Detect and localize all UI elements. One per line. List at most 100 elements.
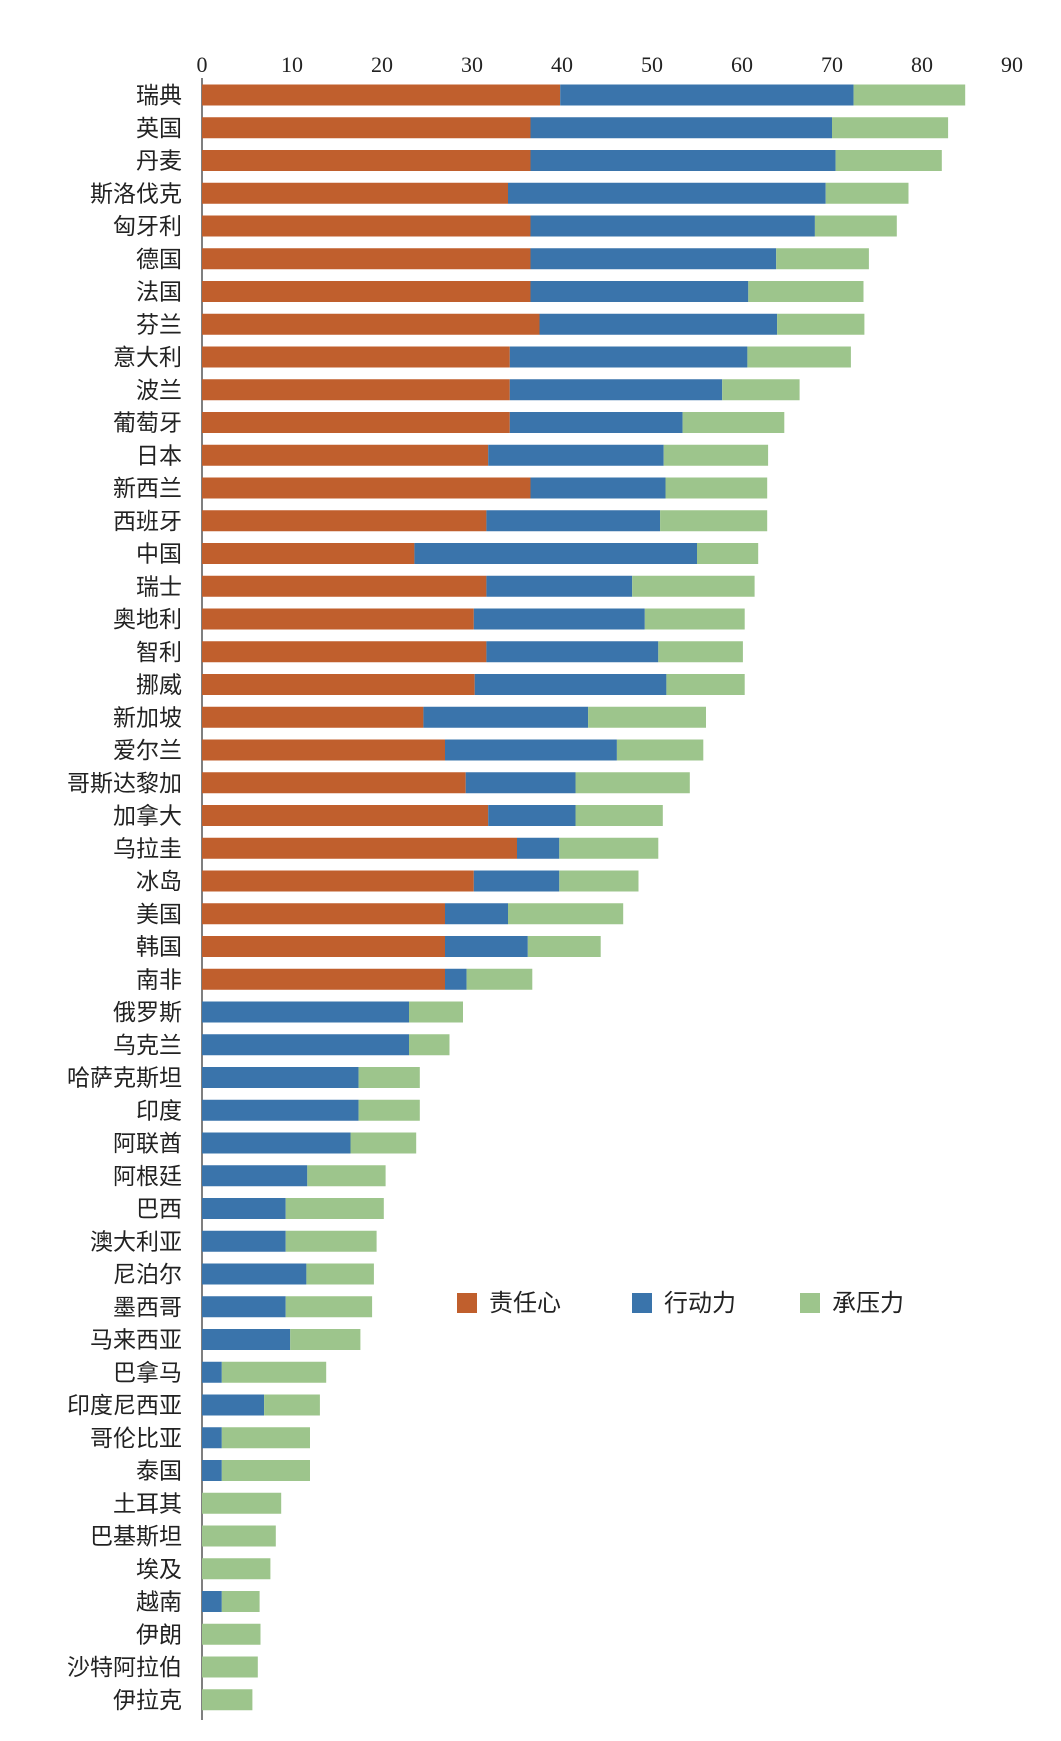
bar-segment-2 xyxy=(202,1689,253,1711)
legend-label: 责任心 xyxy=(489,1289,561,1317)
bar-segment-1 xyxy=(560,84,854,106)
category-label: 阿联酋 xyxy=(113,1131,182,1157)
bar-segment-2 xyxy=(508,903,624,925)
bar-segment-0 xyxy=(202,346,510,368)
bar-segment-2 xyxy=(409,1001,463,1023)
bar-segment-1 xyxy=(202,1198,286,1219)
bar-segment-0 xyxy=(202,84,561,106)
category-label: 韩国 xyxy=(136,935,182,961)
bar-segment-2 xyxy=(666,674,745,695)
bar-segment-2 xyxy=(747,346,851,368)
bar-segment-1 xyxy=(202,1165,308,1187)
bar-segment-1 xyxy=(486,575,633,597)
bar-segment-1 xyxy=(202,1296,286,1318)
bar-segment-0 xyxy=(202,182,508,204)
category-label: 斯洛伐克 xyxy=(90,181,182,207)
bar-segment-2 xyxy=(632,575,755,597)
legend-swatch xyxy=(457,1293,477,1313)
category-label: 泰国 xyxy=(136,1459,182,1485)
bar-segment-2 xyxy=(307,1165,386,1187)
bar-segment-0 xyxy=(202,837,517,859)
bar-segment-1 xyxy=(509,379,723,401)
bar-segment-2 xyxy=(221,1460,310,1481)
bar-segment-0 xyxy=(202,772,466,794)
x-tick-label: 30 xyxy=(461,52,483,77)
bar-segment-1 xyxy=(517,837,560,859)
bar-segment-1 xyxy=(202,1034,409,1056)
bar-segment-0 xyxy=(202,150,531,171)
bar-segment-0 xyxy=(202,444,489,466)
bar-segment-0 xyxy=(202,739,445,761)
bar-segment-1 xyxy=(202,1263,307,1285)
bar-segment-2 xyxy=(221,1591,260,1612)
category-label: 奥地利 xyxy=(113,607,182,633)
category-label: 日本 xyxy=(136,443,182,469)
bar-segment-1 xyxy=(530,215,815,237)
bar-segment-1 xyxy=(473,608,645,630)
category-label: 埃及 xyxy=(136,1557,182,1583)
bar-segment-1 xyxy=(530,150,836,171)
bar-segment-2 xyxy=(202,1492,282,1514)
bar-segment-0 xyxy=(202,543,415,564)
category-label: 巴西 xyxy=(136,1197,182,1223)
x-tick-label: 20 xyxy=(371,52,393,77)
bar-segment-2 xyxy=(616,739,704,761)
legend-swatch xyxy=(632,1293,652,1313)
bar-segment-1 xyxy=(202,1132,351,1154)
bar-segment-1 xyxy=(486,641,659,663)
bar-segment-1 xyxy=(509,346,748,368)
category-label: 智利 xyxy=(136,640,182,666)
bar-segment-0 xyxy=(202,313,540,335)
category-label: 澳大利亚 xyxy=(90,1229,182,1255)
category-label: 英国 xyxy=(136,116,182,142)
category-label: 冰岛 xyxy=(136,869,182,895)
bar-segment-2 xyxy=(776,248,869,270)
bar-segment-2 xyxy=(202,1656,258,1678)
x-tick-label: 10 xyxy=(281,52,303,77)
bar-segment-1 xyxy=(530,477,666,499)
bar-segment-0 xyxy=(202,215,531,237)
bar-segment-0 xyxy=(202,379,510,401)
category-label: 土耳其 xyxy=(113,1491,182,1517)
bar-segment-1 xyxy=(445,903,508,925)
bar-segment-2 xyxy=(660,510,768,532)
bar-segment-1 xyxy=(474,674,667,695)
category-label: 新西兰 xyxy=(113,476,182,502)
bar-segment-0 xyxy=(202,412,510,433)
bar-segment-0 xyxy=(202,608,474,630)
bar-segment-1 xyxy=(202,1394,265,1416)
bar-segment-2 xyxy=(665,477,768,499)
bar-segment-1 xyxy=(530,281,749,302)
bar-segment-1 xyxy=(202,1067,359,1088)
bar-segment-1 xyxy=(202,1591,222,1612)
bar-segment-2 xyxy=(832,117,949,139)
legend: 责任心 行动力 承压力 xyxy=(457,1289,904,1317)
x-tick-label: 80 xyxy=(911,52,933,77)
x-tick-label: 60 xyxy=(731,52,753,77)
bar-segment-1 xyxy=(202,1329,291,1350)
category-label: 法国 xyxy=(136,280,182,306)
bar-segment-2 xyxy=(663,444,769,466)
category-label: 芬兰 xyxy=(136,312,182,338)
category-label: 新加坡 xyxy=(113,705,182,731)
bar-segment-1 xyxy=(486,510,661,532)
bar-segment-1 xyxy=(488,444,664,466)
bar-segment-2 xyxy=(202,1525,276,1547)
category-label: 印度尼西亚 xyxy=(67,1393,182,1419)
bar-segment-1 xyxy=(202,1099,359,1121)
bars xyxy=(202,84,966,1711)
category-label: 俄罗斯 xyxy=(113,1000,182,1026)
bar-segment-1 xyxy=(202,1460,222,1481)
bar-segment-0 xyxy=(202,903,445,925)
legend-swatch xyxy=(800,1293,820,1313)
category-label: 越南 xyxy=(136,1590,182,1616)
bar-segment-0 xyxy=(202,805,489,826)
bar-segment-0 xyxy=(202,248,531,270)
bar-segment-1 xyxy=(445,968,467,990)
bar-segment-1 xyxy=(509,412,683,433)
bar-segment-2 xyxy=(221,1361,327,1383)
category-label: 匈牙利 xyxy=(113,214,182,240)
category-label: 爱尔兰 xyxy=(113,738,182,764)
category-label: 伊朗 xyxy=(136,1622,182,1648)
bar-segment-2 xyxy=(588,706,706,728)
